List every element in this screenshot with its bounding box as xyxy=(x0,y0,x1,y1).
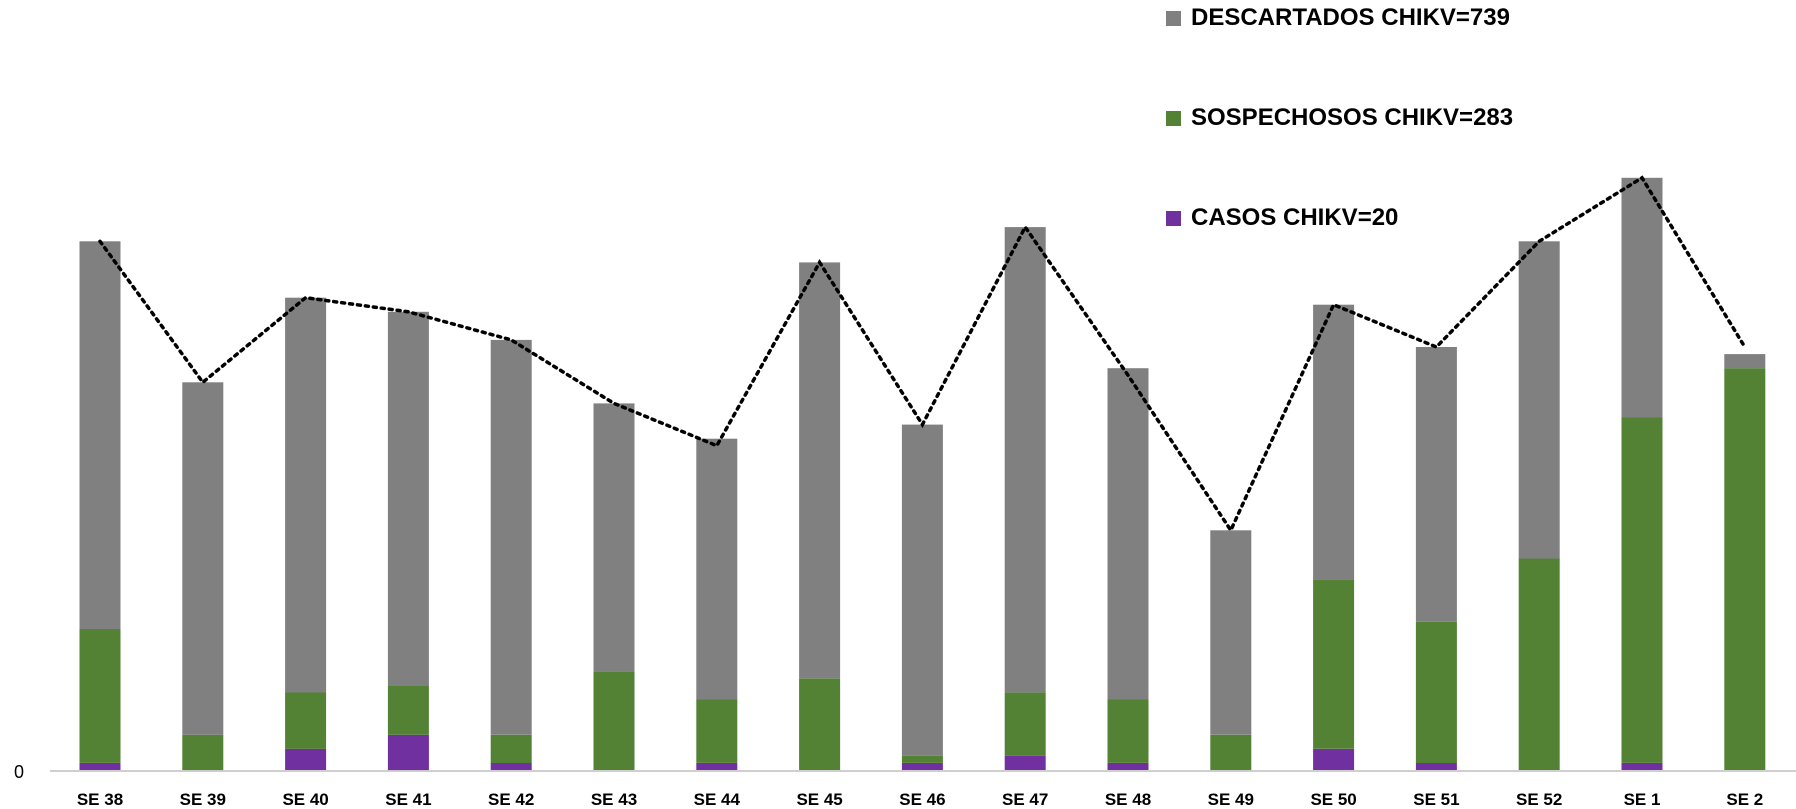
bar-se-47-series-0 xyxy=(1004,755,1046,770)
bar-se-48-series-1 xyxy=(1107,699,1149,763)
x-tick-labels: SE 38 SE 39 SE 40 SE 41 SE 42 SE 43 SE 44 SE 45… xyxy=(77,790,1763,809)
x-tick-label-se-38: SE 38 xyxy=(77,790,123,809)
bar-se-44-series-0 xyxy=(696,763,738,770)
bar-se-39-series-1 xyxy=(182,734,224,771)
bar-se-41-series-1 xyxy=(387,685,429,735)
x-tick-label-se-47: SE 47 xyxy=(1002,790,1048,809)
bar-se-47-series-1 xyxy=(1004,692,1046,756)
bar-se-1-series-1 xyxy=(1621,417,1663,763)
legend-item-sospechosos: SOSPECHOSOS CHIKV=283 xyxy=(1166,104,1513,132)
bar-se-50-series-1 xyxy=(1313,579,1355,749)
bar-se-39-series-2 xyxy=(182,382,224,735)
bar-se-44-series-1 xyxy=(696,699,738,763)
trend-line-group xyxy=(98,175,1747,534)
bar-se-38-series-0 xyxy=(79,763,121,770)
x-tick-label-se-44: SE 44 xyxy=(694,790,741,809)
bar-se-42-series-0 xyxy=(490,763,532,770)
bar-se-1-series-0 xyxy=(1621,763,1663,770)
bar-se-50-series-2 xyxy=(1313,304,1355,580)
bar-se-40-series-1 xyxy=(285,692,327,749)
legend-swatch-casos xyxy=(1166,210,1181,226)
bar-se-50-series-0 xyxy=(1313,748,1355,770)
legend-item-descartados: DESCARTADOS CHIKV=739 xyxy=(1166,4,1510,32)
x-tick-label-se-45: SE 45 xyxy=(796,790,842,809)
bar-se-38-series-2 xyxy=(79,241,121,630)
bar-se-1-series-2 xyxy=(1621,177,1663,418)
bar-se-52-series-1 xyxy=(1518,558,1560,770)
bar-se-41-series-0 xyxy=(387,734,429,771)
legend-label-casos: CASOS CHIKV=20 xyxy=(1191,204,1399,231)
x-tick-label-se-46: SE 46 xyxy=(899,790,945,809)
bar-se-2-series-1 xyxy=(1724,368,1766,770)
x-tick-label-se-48: SE 48 xyxy=(1105,790,1151,809)
x-tick-label-se-1: SE 1 xyxy=(1624,790,1661,809)
bar-se-49-series-2 xyxy=(1210,530,1252,735)
x-tick-label-se-40: SE 40 xyxy=(282,790,328,809)
bar-se-48-series-2 xyxy=(1107,368,1149,700)
bar-se-40-series-2 xyxy=(285,297,327,693)
legend-label-sospechosos: SOSPECHOSOS CHIKV=283 xyxy=(1191,104,1514,131)
trend-line xyxy=(98,175,1747,534)
bar-se-48-series-0 xyxy=(1107,763,1149,770)
x-tick-label-se-43: SE 43 xyxy=(591,790,637,809)
x-tick-label-se-50: SE 50 xyxy=(1310,790,1356,809)
bar-se-40-series-0 xyxy=(285,748,327,770)
bar-se-42-series-1 xyxy=(490,734,532,763)
x-tick-label-se-2: SE 2 xyxy=(1726,790,1763,809)
bars-group xyxy=(79,177,1766,771)
x-tick-label-se-42: SE 42 xyxy=(488,790,534,809)
bar-se-42-series-2 xyxy=(490,339,532,735)
bar-se-46-series-2 xyxy=(901,424,943,756)
bar-se-51-series-0 xyxy=(1415,763,1457,770)
bar-se-41-series-2 xyxy=(387,311,429,686)
bar-se-47-series-2 xyxy=(1004,227,1046,693)
legend-swatch-descartados xyxy=(1166,10,1181,26)
x-tick-label-se-41: SE 41 xyxy=(385,790,431,809)
bar-se-43-series-1 xyxy=(593,671,635,770)
legend-label-descartados: DESCARTADOS CHIKV=739 xyxy=(1191,4,1510,31)
bar-se-52-series-2 xyxy=(1518,241,1560,559)
bar-se-38-series-1 xyxy=(79,629,121,763)
legend-swatch-sospechosos xyxy=(1166,110,1181,126)
y-tick-label-zero: 0 xyxy=(14,762,24,782)
bar-se-45-series-1 xyxy=(799,678,841,770)
bar-se-46-series-1 xyxy=(901,755,943,763)
bar-se-51-series-2 xyxy=(1415,347,1457,622)
bar-se-43-series-2 xyxy=(593,403,635,672)
bar-se-2-series-2 xyxy=(1724,354,1766,369)
bar-se-45-series-2 xyxy=(799,262,841,679)
bar-se-51-series-1 xyxy=(1415,622,1457,763)
bar-se-49-series-1 xyxy=(1210,734,1252,771)
legend-item-casos: CASOS CHIKV=20 xyxy=(1166,204,1398,232)
bar-se-44-series-2 xyxy=(696,438,738,700)
x-tick-label-se-49: SE 49 xyxy=(1208,790,1254,809)
bar-se-46-series-0 xyxy=(901,763,943,770)
x-tick-label-se-52: SE 52 xyxy=(1516,790,1562,809)
x-tick-label-se-39: SE 39 xyxy=(180,790,226,809)
x-tick-label-se-51: SE 51 xyxy=(1413,790,1459,809)
